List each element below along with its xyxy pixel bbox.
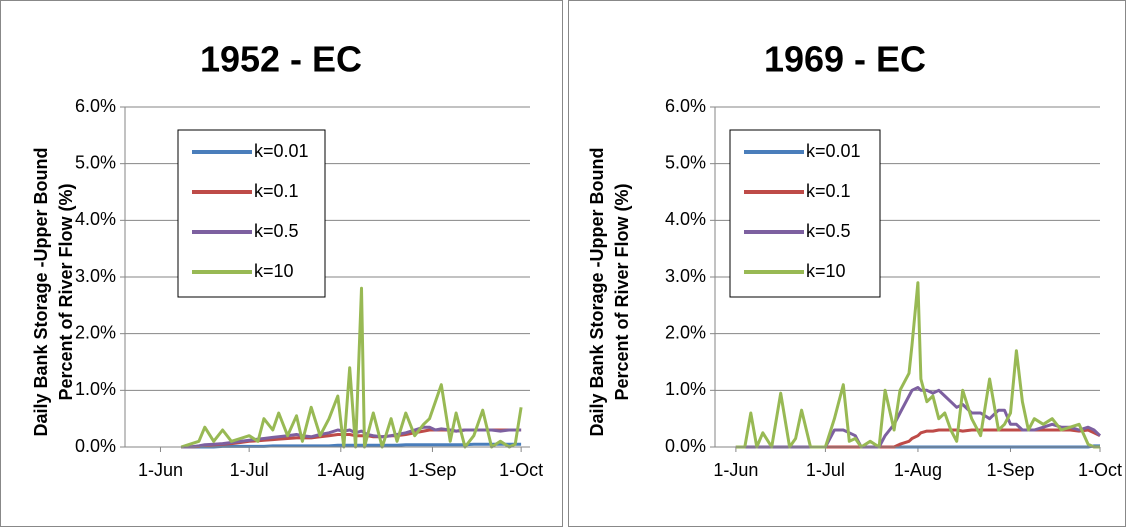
series-line xyxy=(181,442,522,449)
y-axis-label: Percent of River Flow (%) xyxy=(56,183,76,400)
y-tick-label: 1.0% xyxy=(665,379,706,399)
legend-label: k=10 xyxy=(806,261,846,281)
chart-title: 1969 - EC xyxy=(764,39,926,80)
y-tick-label: 5.0% xyxy=(75,152,116,172)
y-tick-label: 2.0% xyxy=(75,322,116,342)
x-tick-label: 1-Oct xyxy=(1078,460,1122,480)
legend-label: k=0.1 xyxy=(254,181,299,201)
x-tick-label: 1-Sep xyxy=(986,460,1034,480)
y-tick-label: 2.0% xyxy=(665,322,706,342)
y-tick-label: 6.0% xyxy=(665,96,706,116)
legend-box xyxy=(177,129,326,298)
y-tick-label: 6.0% xyxy=(75,96,116,116)
legend-label: k=0.5 xyxy=(254,221,299,241)
y-tick-label: 3.0% xyxy=(665,266,706,286)
y-axis-label: Percent of River Flow (%) xyxy=(612,183,632,400)
y-tick-label: 3.0% xyxy=(75,266,116,286)
x-tick-label: 1-Aug xyxy=(317,460,365,480)
y-axis-label: Daily Bank Storage -Upper Bound xyxy=(31,147,51,436)
y-tick-label: 0.0% xyxy=(665,436,706,456)
series-line xyxy=(180,286,523,449)
y-axis-label: Daily Bank Storage -Upper Bound xyxy=(587,147,607,436)
legend-label: k=0.01 xyxy=(806,141,861,161)
y-tick-label: 4.0% xyxy=(665,209,706,229)
x-tick-label: 1-Sep xyxy=(408,460,456,480)
legend-box xyxy=(729,129,881,298)
x-tick-label: 1-Jul xyxy=(230,460,269,480)
legend-label: k=0.1 xyxy=(806,181,851,201)
legend-label: k=10 xyxy=(254,261,294,281)
x-tick-label: 1-Jun xyxy=(713,460,758,480)
legend-label: k=0.5 xyxy=(806,221,851,241)
series-line xyxy=(735,281,1100,449)
chart-title: 1952 - EC xyxy=(200,39,362,80)
y-tick-label: 0.0% xyxy=(75,436,116,456)
y-tick-label: 5.0% xyxy=(665,152,706,172)
x-tick-label: 1-Jun xyxy=(138,460,183,480)
x-tick-label: 1-Jul xyxy=(806,460,845,480)
x-tick-label: 1-Oct xyxy=(499,460,543,480)
y-tick-label: 1.0% xyxy=(75,379,116,399)
x-tick-label: 1-Aug xyxy=(894,460,942,480)
y-tick-label: 4.0% xyxy=(75,209,116,229)
legend-label: k=0.01 xyxy=(254,141,309,161)
